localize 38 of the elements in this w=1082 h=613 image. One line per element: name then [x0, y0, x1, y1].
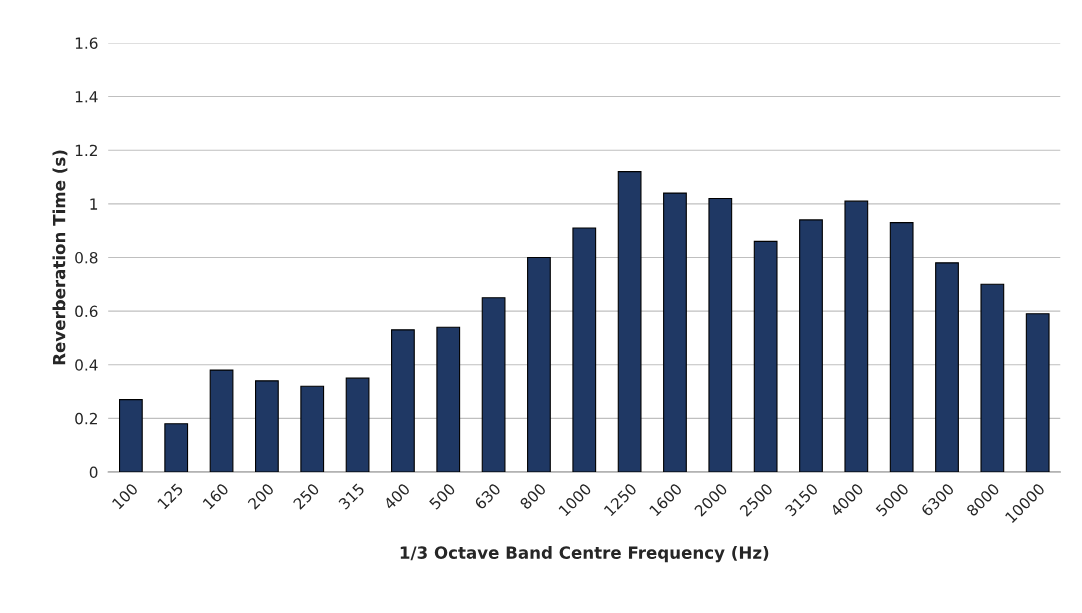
bar — [935, 262, 959, 473]
bar — [164, 423, 189, 473]
y-tick-label: 0 — [89, 466, 98, 479]
bar — [799, 219, 823, 473]
bar — [844, 200, 869, 473]
x-axis-title: 1/3 Octave Band Centre Frequency (Hz) — [400, 546, 769, 563]
bar — [436, 326, 461, 473]
y-tick-label: 0.2 — [75, 412, 97, 425]
bar — [889, 222, 914, 473]
x-tick-label: 400 — [383, 482, 411, 511]
y-tick-label: 1 — [90, 198, 98, 210]
bar — [255, 380, 279, 473]
bar — [209, 369, 234, 473]
bar — [753, 240, 778, 473]
y-tick-label: 0.8 — [75, 251, 98, 264]
bar — [118, 399, 143, 473]
bar — [617, 171, 642, 473]
bar — [345, 377, 370, 473]
y-tick-label: 0.4 — [75, 359, 98, 371]
bar — [1025, 313, 1050, 473]
bar — [481, 297, 506, 473]
x-tick-label: 100 — [111, 482, 139, 510]
bar — [527, 256, 551, 473]
bar — [980, 283, 1005, 473]
bar — [663, 192, 687, 473]
bar — [300, 385, 325, 473]
y-tick-label: 1.6 — [75, 37, 98, 49]
y-tick-label: 0.6 — [75, 305, 98, 318]
bar — [708, 197, 733, 473]
y-tick-label: 1.2 — [75, 144, 97, 156]
x-tick-label: 160 — [202, 482, 230, 510]
y-tick-label: 1.4 — [75, 91, 98, 103]
x-tick-label: 630 — [473, 482, 502, 510]
x-tick-label: 125 — [156, 482, 184, 510]
bar — [391, 329, 415, 473]
x-tick-label: 800 — [519, 482, 547, 510]
bar — [572, 227, 597, 473]
y-axis-title: Reverberation Time (s) — [52, 150, 68, 365]
